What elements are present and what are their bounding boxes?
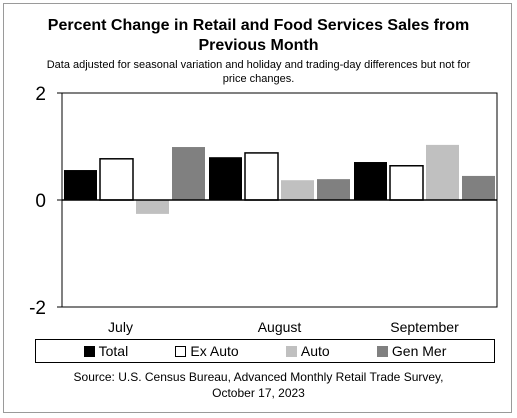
legend-item-gen-mer: Gen Mer: [376, 343, 447, 359]
chart-subtitle-line-2: price changes.: [222, 73, 295, 85]
bar-total: [209, 157, 242, 200]
bar-ex-auto: [244, 152, 279, 201]
chart-title-line-1: Percent Change in Retail and Food Servic…: [47, 17, 470, 34]
legend-item-total: Total: [83, 343, 129, 359]
bar-ex-auto: [99, 158, 134, 201]
y-tick-label: -2: [29, 298, 46, 319]
bar-gen-mer: [317, 179, 350, 200]
legend-item-auto: Auto: [285, 343, 330, 359]
bar-gen-mer: [172, 147, 205, 200]
legend-label-ex-auto: Ex Auto: [190, 343, 239, 359]
legend-label-auto: Auto: [300, 343, 330, 359]
legend-swatch-ex-auto: [175, 345, 187, 357]
bar-total: [354, 162, 387, 200]
source-note-line-2: October 17, 2023: [212, 386, 305, 400]
x-tick-label: September: [390, 319, 459, 335]
legend-label-gen-mer: Gen Mer: [391, 343, 447, 359]
x-tick-label: July: [108, 319, 133, 335]
chart-legend: Total Ex Auto Auto Gen Mer: [35, 339, 495, 363]
legend-item-ex-auto: Ex Auto: [175, 343, 239, 359]
y-tick-label: 0: [35, 191, 46, 212]
legend-swatch-auto: [285, 345, 297, 357]
x-tick-label: August: [258, 319, 302, 335]
bar-auto: [426, 144, 459, 200]
source-note-line-1: Source: U.S. Census Bureau, Advanced Mon…: [73, 370, 444, 384]
y-tick-label: 2: [35, 84, 46, 105]
bar-gen-mer: [462, 175, 495, 200]
legend-swatch-gen-mer: [376, 345, 388, 357]
legend-swatch-total: [83, 345, 95, 357]
bar-auto: [281, 180, 314, 200]
bar-ex-auto: [389, 165, 424, 201]
legend-label-total: Total: [98, 343, 129, 359]
bar-total: [64, 170, 97, 200]
chart-title-line-2: Previous Month: [198, 37, 319, 54]
chart-subtitle-line-1: Data adjusted for seasonal variation and…: [46, 59, 471, 71]
bar-auto: [136, 200, 169, 214]
